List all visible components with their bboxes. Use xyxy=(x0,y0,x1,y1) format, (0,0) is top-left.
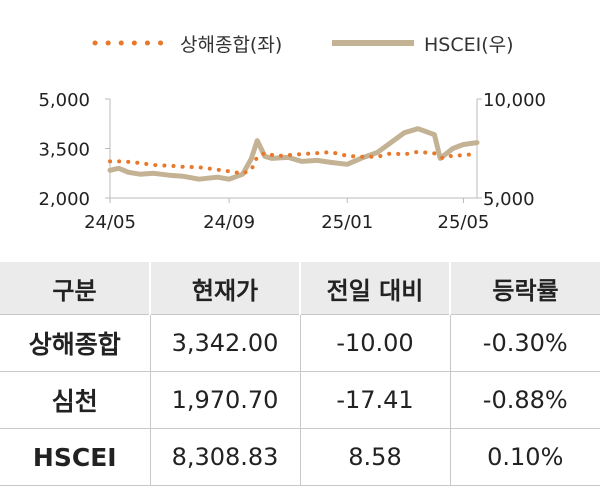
chart-area: 상해종합(좌) HSCEI(우) 5,000 3,500 2,000 10,000 5,… xyxy=(0,28,600,234)
table-row-shanghai: 상해종합 3,342.00 -10.00 -0.30% xyxy=(0,314,600,372)
legend-label-shanghai: 상해종합(좌) xyxy=(180,33,283,56)
series-line-hscei xyxy=(107,126,480,182)
row-label: 심천 xyxy=(0,371,150,429)
x-tick-label: 24/05 xyxy=(84,212,136,233)
legend-swatch-dotted xyxy=(92,40,172,46)
left-tick-label: 5,000 xyxy=(38,90,90,111)
rate-cell: -0.88% xyxy=(449,371,600,429)
x-tick-label: 25/01 xyxy=(321,212,373,233)
table-header-row: 구분 현재가 전일 대비 등락률 xyxy=(0,262,600,315)
legend-item-hscei: HSCEI(우) xyxy=(330,28,514,58)
row-label: HSCEI xyxy=(0,428,150,486)
right-tick-label: 10,000 xyxy=(483,90,546,111)
legend: 상해종합(좌) HSCEI(우) xyxy=(0,28,600,58)
price-cell: 8,308.83 xyxy=(149,428,300,486)
legend-label-hscei: HSCEI(우) xyxy=(424,33,514,56)
left-tick-label: 2,000 xyxy=(38,189,90,210)
x-tick-label: 25/05 xyxy=(438,212,490,233)
price-cell: 1,970.70 xyxy=(149,371,300,429)
quotes-table: 구분 현재가 전일 대비 등락률 상해종합 3,342.00 -10.00 -0… xyxy=(0,262,600,486)
rate-cell: 0.10% xyxy=(449,428,600,486)
table-row-hscei: HSCEI 8,308.83 8.58 0.10% xyxy=(0,428,600,486)
row-label: 상해종합 xyxy=(0,314,150,372)
left-tick-label: 3,500 xyxy=(38,140,90,161)
change-cell: 8.58 xyxy=(299,428,450,486)
series-line-shanghai xyxy=(108,149,479,176)
legend-item-shanghai: 상해종합(좌) xyxy=(92,28,282,58)
line-chart: 5,000 3,500 2,000 10,000 5,000 24/05 24/09 25/0… xyxy=(38,90,546,233)
header-price: 현재가 xyxy=(149,262,300,315)
legend-swatch-solid xyxy=(332,40,414,46)
x-tick-label: 24/09 xyxy=(203,212,255,233)
header-change: 전일 대비 xyxy=(299,262,450,315)
rate-cell: -0.30% xyxy=(449,314,600,372)
header-rate: 등락률 xyxy=(449,262,600,315)
right-tick-label: 5,000 xyxy=(483,189,535,210)
table-row-shenzhen: 심천 1,970.70 -17.41 -0.88% xyxy=(0,371,600,429)
header-category: 구분 xyxy=(0,262,150,315)
price-cell: 3,342.00 xyxy=(149,314,300,372)
change-cell: -10.00 xyxy=(299,314,450,372)
change-cell: -17.41 xyxy=(299,371,450,429)
